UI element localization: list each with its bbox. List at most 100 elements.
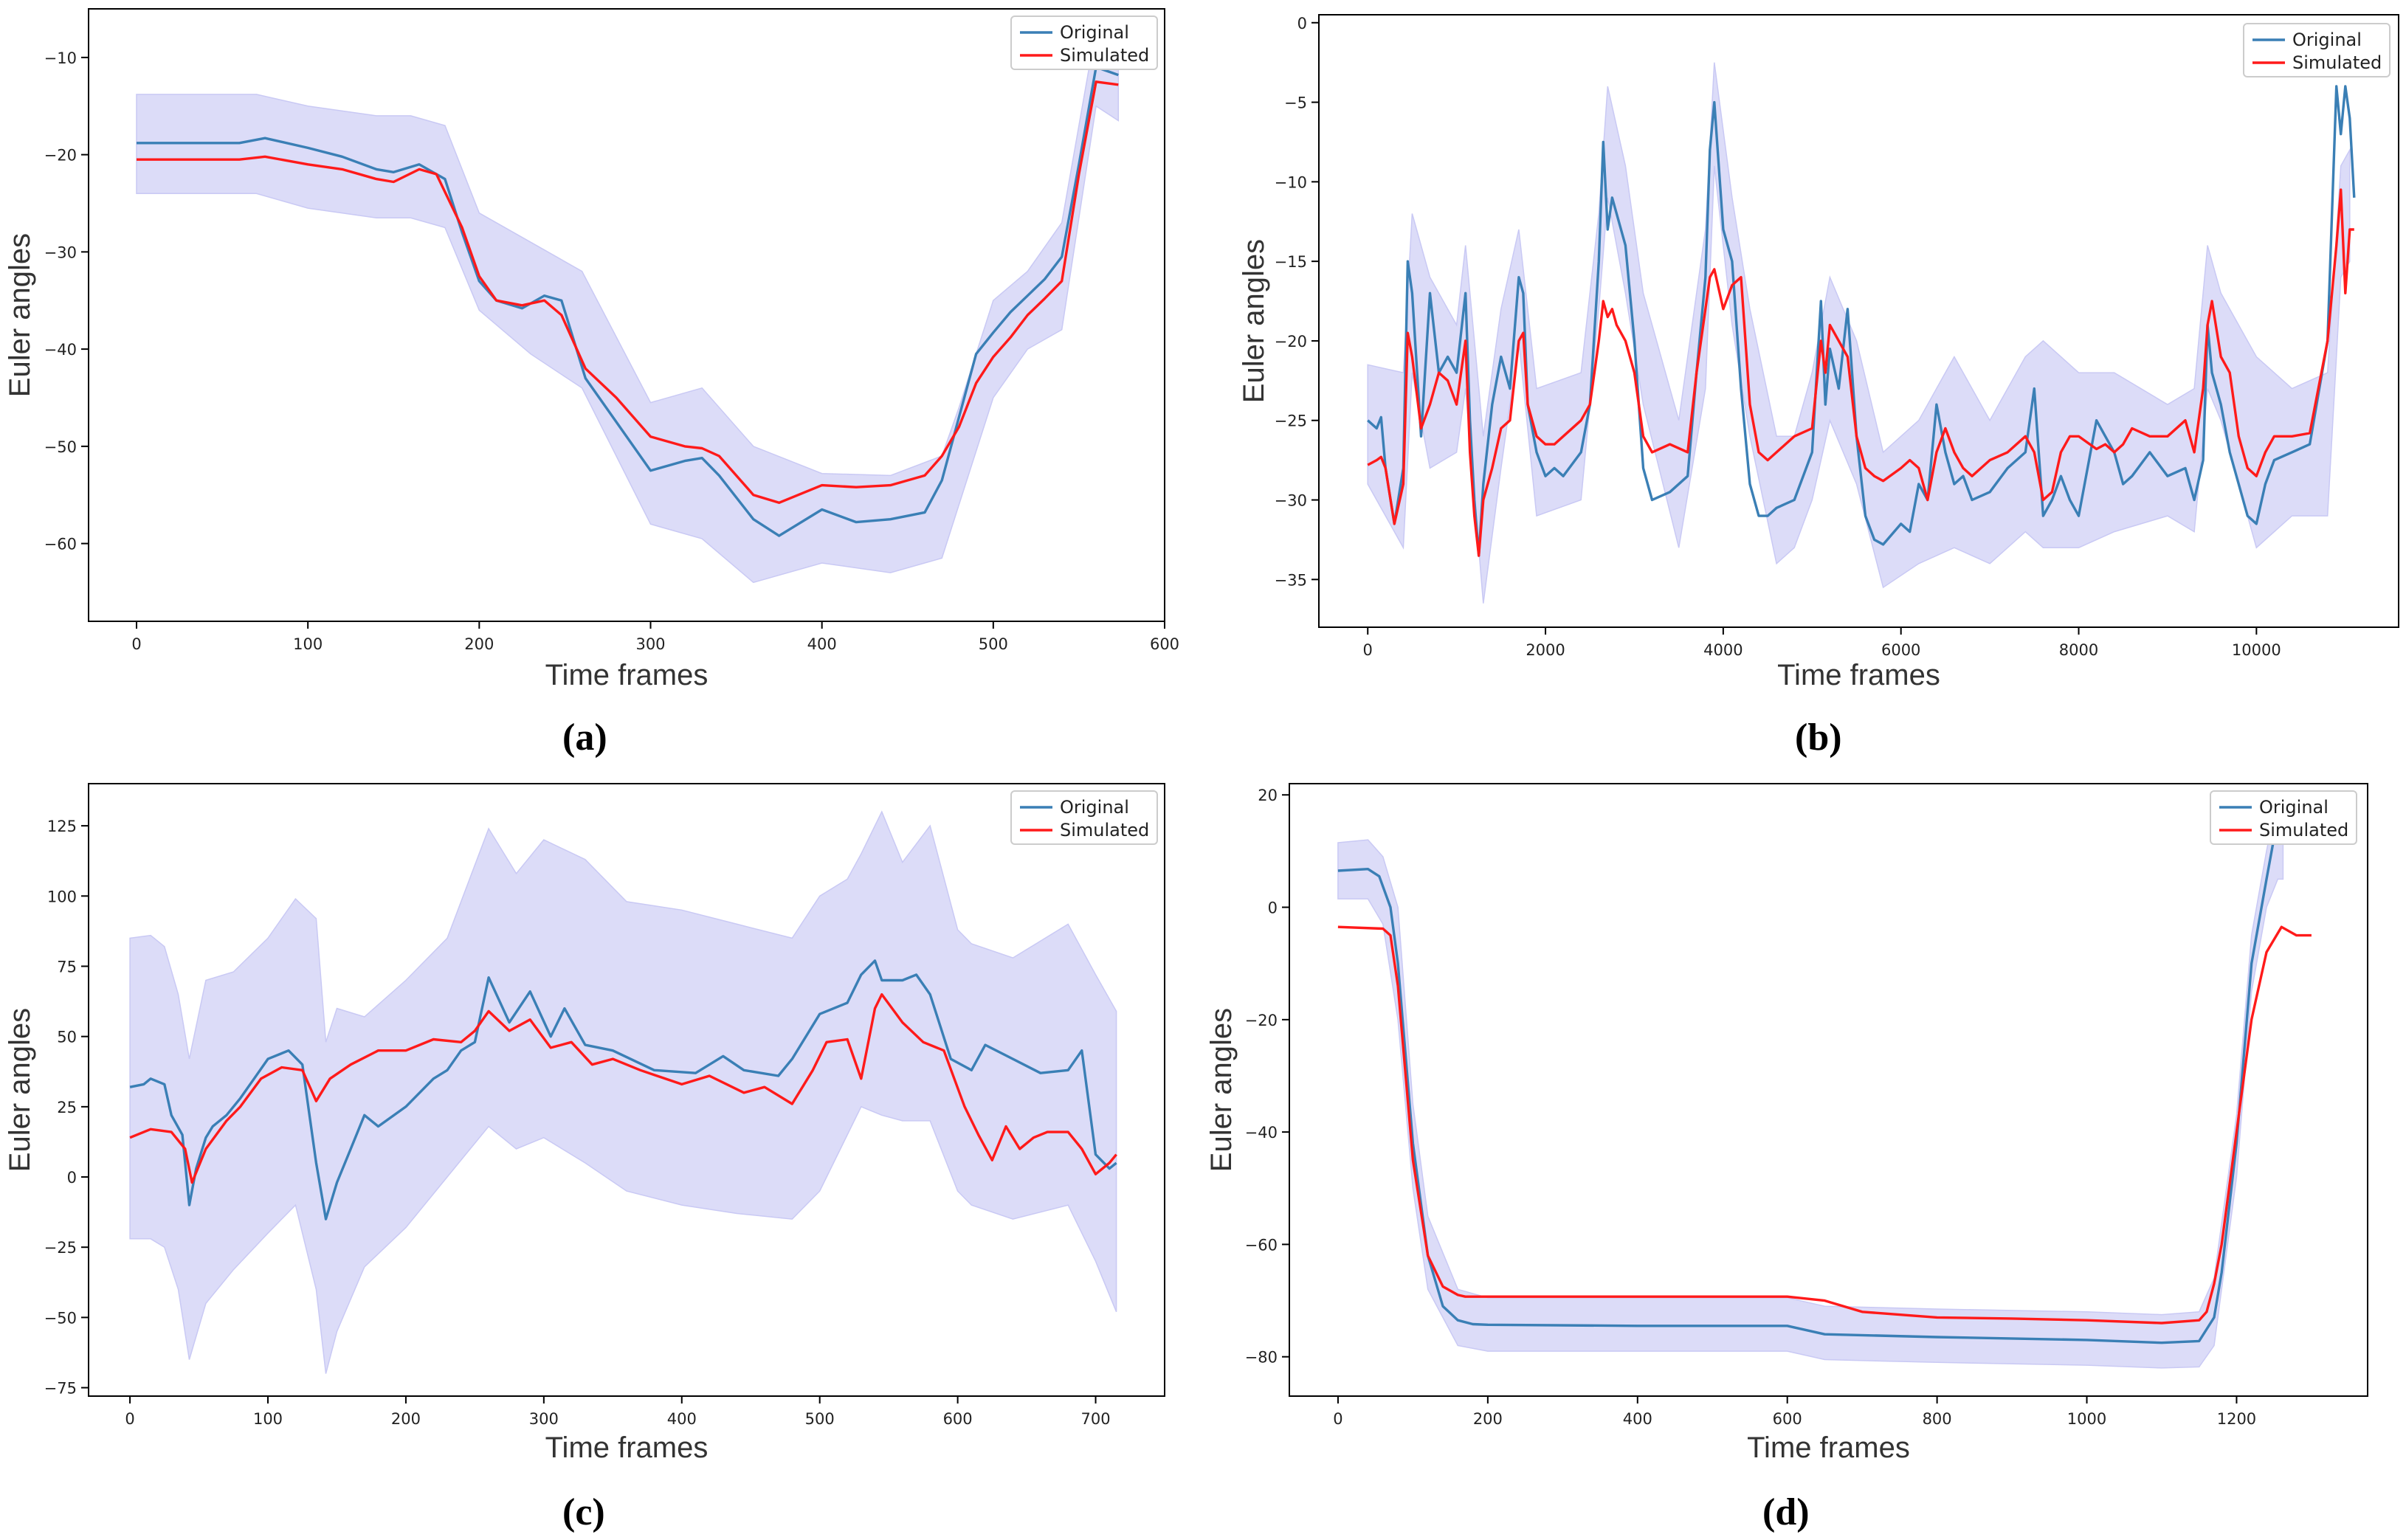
y-tick-label: −30 xyxy=(1275,492,1307,510)
x-tick-label: 200 xyxy=(391,1410,421,1428)
x-tick-label: 1200 xyxy=(2217,1410,2256,1428)
x-tick-label: 4000 xyxy=(1703,641,1743,659)
y-tick-label: 75 xyxy=(57,958,77,976)
y-axis-label: Euler angles xyxy=(4,233,36,397)
x-tick-label: 600 xyxy=(1773,1410,1802,1428)
series-line-simulated xyxy=(137,80,1119,504)
y-tick-label: −60 xyxy=(44,536,77,553)
x-tick-label: 600 xyxy=(943,1410,973,1428)
x-tick-label: 500 xyxy=(979,635,1008,653)
y-tick-label: −5 xyxy=(1284,94,1307,112)
chart-panel-c: 0 100 200 300 400 500 600 700 125 100 75 50 25 0 −25 −5… xyxy=(4,783,1165,1464)
x-tick-label: 100 xyxy=(253,1410,283,1428)
y-tick-label: −25 xyxy=(44,1239,77,1257)
series-line-original xyxy=(129,959,1117,1220)
caption-a: (a) xyxy=(562,717,607,759)
y-axis-label: Euler angles xyxy=(4,1008,36,1172)
x-tick-label: 300 xyxy=(635,635,665,653)
caption-d: (d) xyxy=(1762,1491,1810,1533)
y-tick-label: −40 xyxy=(44,341,77,359)
legend-label-simulated: Simulated xyxy=(2259,820,2348,840)
y-tick-label: 20 xyxy=(1258,787,1278,804)
x-tick-label: 1000 xyxy=(2067,1410,2106,1428)
y-tick-label: 0 xyxy=(67,1169,77,1187)
series-line-original xyxy=(1337,817,2279,1344)
y-axis-label: Euler angles xyxy=(1205,1008,1238,1172)
x-tick-label: 2000 xyxy=(1526,641,1565,659)
legend-label-simulated: Simulated xyxy=(2292,52,2382,73)
x-tick-label: 300 xyxy=(529,1410,559,1428)
x-tick-label: 200 xyxy=(464,635,494,653)
caption-c: (c) xyxy=(562,1491,605,1533)
axes-frame xyxy=(1289,783,2368,1397)
y-tick-label: −20 xyxy=(1245,1012,1278,1029)
y-tick-label: −75 xyxy=(44,1380,77,1398)
x-tick-label: 0 xyxy=(1363,641,1373,659)
axes-frame xyxy=(1318,14,2399,628)
legend-label-original: Original xyxy=(1060,22,1129,43)
x-axis-label: Time frames xyxy=(1777,659,1940,691)
axes-frame xyxy=(88,783,1165,1397)
y-tick-label: 50 xyxy=(57,1029,77,1046)
x-tick-label: 100 xyxy=(293,635,323,653)
y-axis-label: Euler angles xyxy=(1238,239,1270,403)
y-tick-label: −50 xyxy=(44,1309,77,1327)
series-line-simulated xyxy=(129,992,1117,1184)
y-tick-label: −20 xyxy=(1275,333,1307,351)
x-tick-label: 400 xyxy=(1623,1410,1652,1428)
x-tick-label: 700 xyxy=(1080,1410,1110,1428)
x-tick-label: 200 xyxy=(1473,1410,1503,1428)
legend-label-original: Original xyxy=(2292,30,2362,50)
y-tick-label: 125 xyxy=(47,818,77,835)
y-tick-label: −50 xyxy=(44,438,77,456)
x-tick-label: 400 xyxy=(667,1410,697,1428)
series-line-simulated xyxy=(1337,925,2312,1325)
x-tick-label: 500 xyxy=(805,1410,835,1428)
confidence-band xyxy=(136,27,1120,584)
confidence-band xyxy=(129,810,1117,1374)
series-line-original xyxy=(137,66,1119,537)
y-tick-label: −80 xyxy=(1245,1349,1278,1367)
x-axis-label: Time frames xyxy=(545,1432,709,1464)
x-tick-label: 8000 xyxy=(2059,641,2098,659)
x-tick-label: 0 xyxy=(1333,1410,1342,1428)
y-tick-label: 25 xyxy=(57,1099,77,1116)
x-tick-label: 0 xyxy=(131,635,141,653)
chart-panel-a: 0 100 200 300 400 500 600 −10 −20 −30 −40 −50 −60 Tim… xyxy=(4,8,1179,691)
y-tick-label: −35 xyxy=(1275,571,1307,589)
y-tick-label: 0 xyxy=(1268,900,1278,917)
x-axis-label: Time frames xyxy=(545,659,709,691)
x-tick-label: 600 xyxy=(1150,635,1179,653)
legend-label-simulated: Simulated xyxy=(1060,45,1149,66)
y-tick-label: 100 xyxy=(47,888,77,905)
y-tick-label: −60 xyxy=(1245,1236,1278,1254)
y-tick-label: −10 xyxy=(1275,173,1307,191)
y-tick-label: −15 xyxy=(1275,253,1307,271)
y-tick-label: −40 xyxy=(1245,1124,1278,1142)
x-tick-label: 0 xyxy=(125,1410,134,1428)
y-tick-label: −30 xyxy=(44,244,77,261)
series-line-simulated xyxy=(1367,188,2354,557)
y-tick-label: −20 xyxy=(44,147,77,165)
chart-panel-b: 0 2000 4000 6000 8000 10000 0 −5 −10 −15 −20 −25 −30… xyxy=(1238,14,2399,691)
legend-label-original: Original xyxy=(1060,797,1129,818)
y-tick-label: −25 xyxy=(1275,412,1307,430)
legend-label-simulated: Simulated xyxy=(1060,820,1149,840)
chart-panel-d: 0 200 400 600 800 1000 1200200−20−40−60−80Time… xyxy=(1205,783,2368,1464)
legend-label-original: Original xyxy=(2259,797,2329,818)
x-tick-label: 400 xyxy=(807,635,837,653)
confidence-band xyxy=(1337,794,2284,1369)
x-axis-label: Time frames xyxy=(1747,1432,1910,1464)
y-tick-label: 0 xyxy=(1297,15,1307,32)
axes-frame xyxy=(88,8,1165,622)
x-tick-label: 10000 xyxy=(2232,641,2281,659)
x-tick-label: 800 xyxy=(1923,1410,1952,1428)
x-tick-label: 6000 xyxy=(1881,641,1920,659)
y-tick-label: −10 xyxy=(44,49,77,67)
caption-b: (b) xyxy=(1795,717,1842,759)
